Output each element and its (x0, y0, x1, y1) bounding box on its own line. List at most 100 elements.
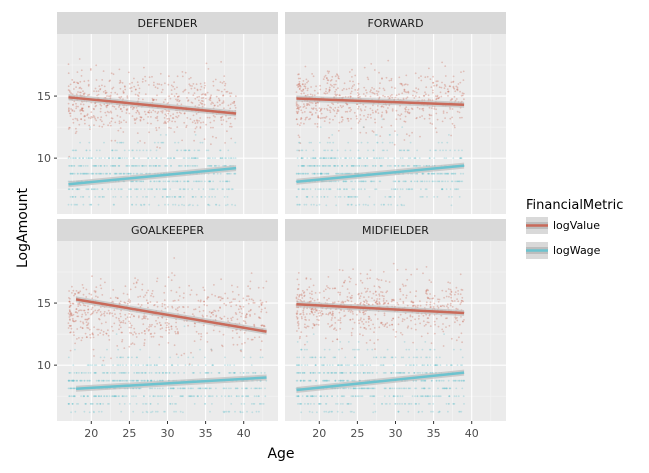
data-point (158, 321, 161, 324)
data-point (95, 79, 98, 81)
data-point (204, 372, 207, 374)
data-point (236, 332, 238, 335)
data-point (106, 165, 108, 167)
data-point (301, 395, 304, 398)
data-point (164, 307, 167, 310)
data-point (371, 303, 374, 306)
data-point (442, 112, 445, 114)
data-point (297, 83, 300, 85)
data-point (179, 395, 182, 398)
data-point (183, 180, 185, 183)
data-point (339, 196, 342, 198)
data-point (91, 116, 94, 119)
data-point (175, 353, 178, 356)
data-point (343, 188, 345, 191)
data-point (343, 82, 346, 85)
data-point (203, 303, 206, 306)
data-point (345, 165, 348, 167)
data-point (218, 372, 221, 374)
data-point (169, 97, 172, 100)
data-point (407, 90, 410, 93)
data-point (234, 172, 236, 175)
data-point (209, 97, 212, 100)
data-point (174, 203, 177, 206)
data-point (448, 295, 450, 298)
data-point (403, 139, 406, 141)
data-point (435, 84, 438, 87)
data-point (87, 94, 89, 97)
data-point (153, 180, 155, 183)
data-point (405, 133, 408, 136)
data-point (79, 196, 82, 198)
data-point (206, 157, 209, 160)
data-point (302, 80, 305, 82)
data-point (128, 188, 130, 191)
data-point (131, 165, 134, 167)
data-point (404, 108, 407, 111)
data-point (129, 316, 132, 319)
data-point (81, 327, 84, 329)
data-point (423, 94, 426, 97)
data-point (378, 326, 381, 329)
data-point (170, 157, 173, 160)
data-point (135, 165, 137, 167)
data-point (455, 395, 458, 398)
data-point (328, 90, 330, 93)
data-point (118, 157, 121, 160)
data-point (301, 157, 303, 160)
data-point (80, 339, 83, 342)
data-point (72, 319, 74, 322)
data-point (189, 84, 192, 87)
data-point (150, 165, 153, 167)
data-point (392, 262, 395, 265)
data-point (95, 165, 98, 167)
data-point (314, 311, 316, 313)
data-point (102, 372, 105, 374)
data-point (80, 165, 83, 167)
data-point (67, 63, 70, 66)
data-point (416, 180, 419, 183)
data-point (223, 315, 226, 318)
data-point (196, 89, 199, 92)
data-point (119, 312, 122, 315)
data-point (101, 188, 104, 191)
data-point (399, 188, 402, 191)
data-point (69, 112, 72, 115)
data-point (299, 335, 301, 338)
data-point (68, 379, 71, 382)
data-point (67, 327, 70, 329)
data-point (320, 196, 323, 198)
data-point (306, 172, 309, 175)
panel-strip (57, 12, 278, 34)
data-point (444, 172, 447, 175)
data-point (226, 90, 229, 93)
data-point (125, 395, 128, 398)
data-point (94, 117, 97, 120)
data-point (392, 180, 395, 183)
data-point (230, 125, 233, 128)
data-point (237, 293, 240, 296)
data-point (453, 188, 456, 191)
data-point (444, 85, 447, 87)
data-point (398, 149, 401, 152)
data-point (143, 342, 146, 345)
data-point (184, 149, 187, 152)
data-point (192, 196, 195, 198)
data-point (149, 165, 151, 167)
data-point (374, 165, 377, 167)
data-point (152, 295, 155, 298)
data-point (70, 327, 73, 330)
data-point (415, 290, 418, 293)
data-point (339, 319, 341, 322)
data-point (324, 337, 327, 340)
data-point (188, 395, 191, 398)
data-point (155, 98, 158, 101)
data-point (189, 165, 191, 167)
data-point (436, 118, 439, 121)
data-point (346, 117, 349, 120)
data-point (376, 105, 379, 107)
data-point (206, 304, 208, 307)
data-point (191, 196, 194, 198)
data-point (379, 180, 382, 183)
data-point (146, 327, 148, 330)
